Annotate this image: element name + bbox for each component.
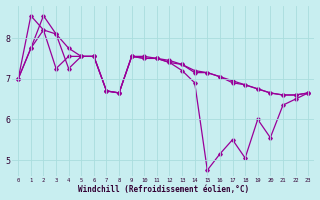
X-axis label: Windchill (Refroidissement éolien,°C): Windchill (Refroidissement éolien,°C)	[78, 185, 249, 194]
